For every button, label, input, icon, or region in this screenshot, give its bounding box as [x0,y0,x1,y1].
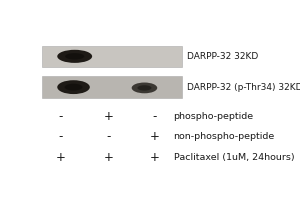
Text: +: + [150,151,160,164]
Text: +: + [150,130,160,143]
Text: -: - [106,130,111,143]
Text: DARPP-32 32KD: DARPP-32 32KD [188,52,259,61]
Text: non-phospho-peptide: non-phospho-peptide [173,132,275,141]
Text: -: - [58,130,63,143]
Ellipse shape [137,85,152,91]
Ellipse shape [57,80,90,94]
Text: Paclitaxel (1uM, 24hours): Paclitaxel (1uM, 24hours) [173,153,294,162]
Text: -: - [58,110,63,123]
Text: +: + [103,151,113,164]
Ellipse shape [64,84,82,91]
Text: -: - [153,110,157,123]
Text: +: + [56,151,66,164]
Text: +: + [103,110,113,123]
Text: phospho-peptide: phospho-peptide [173,112,254,121]
Ellipse shape [57,50,92,63]
Ellipse shape [65,53,84,60]
Bar [42,76,182,98]
Bar [42,46,182,67]
Ellipse shape [132,83,157,93]
Text: DARPP-32 (p-Thr34) 32KD: DARPP-32 (p-Thr34) 32KD [188,83,300,92]
